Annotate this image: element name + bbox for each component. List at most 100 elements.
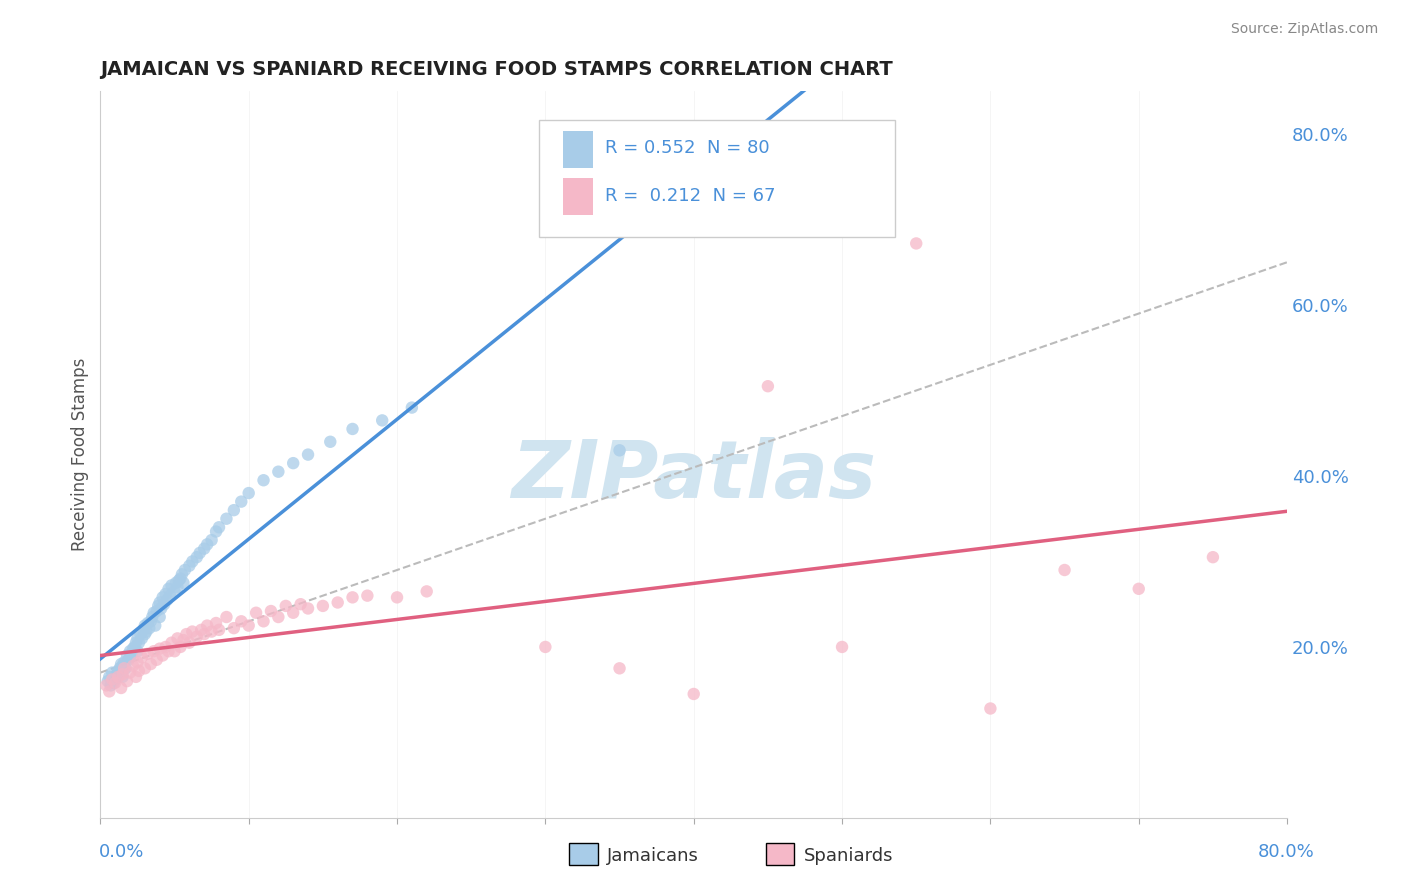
Text: Source: ZipAtlas.com: Source: ZipAtlas.com xyxy=(1230,22,1378,37)
Point xyxy=(342,591,364,605)
Point xyxy=(415,584,437,599)
Point xyxy=(283,456,305,470)
Point xyxy=(156,593,179,607)
Point xyxy=(215,610,238,624)
Point xyxy=(150,601,173,615)
Point xyxy=(118,650,141,665)
Text: R = 0.552  N = 80: R = 0.552 N = 80 xyxy=(605,139,769,157)
Point xyxy=(128,635,150,649)
Point xyxy=(104,673,127,687)
Point xyxy=(252,615,274,629)
Point xyxy=(1202,550,1225,565)
Text: Jamaicans: Jamaicans xyxy=(607,847,699,865)
Point xyxy=(135,624,157,639)
Point xyxy=(238,486,260,500)
Point xyxy=(155,640,177,654)
Point xyxy=(193,541,215,556)
Point xyxy=(104,676,127,690)
Text: ZIPatlas: ZIPatlas xyxy=(512,437,876,516)
Point xyxy=(831,640,853,654)
Point xyxy=(117,653,139,667)
Point xyxy=(260,604,283,618)
Point xyxy=(134,627,156,641)
Point xyxy=(143,618,166,632)
Point xyxy=(401,401,423,415)
Point xyxy=(905,236,928,251)
Point xyxy=(145,604,167,618)
Point xyxy=(297,601,319,615)
Point xyxy=(195,618,218,632)
Point xyxy=(127,656,149,670)
Point xyxy=(115,648,138,663)
Point xyxy=(385,591,408,605)
Point xyxy=(121,647,143,661)
Point xyxy=(160,635,183,649)
Point xyxy=(155,587,177,601)
Point xyxy=(157,582,180,596)
Point xyxy=(188,546,211,560)
Point xyxy=(267,465,290,479)
Point xyxy=(128,664,150,678)
Point xyxy=(139,615,162,629)
Point xyxy=(111,667,134,681)
Point xyxy=(127,644,149,658)
Point xyxy=(231,615,253,629)
Point xyxy=(149,595,172,609)
Point xyxy=(356,589,378,603)
Point xyxy=(142,644,165,658)
Point xyxy=(166,580,188,594)
Point xyxy=(186,630,208,644)
Point xyxy=(132,623,155,637)
Point xyxy=(170,567,193,582)
Point xyxy=(114,661,136,675)
Point xyxy=(157,644,180,658)
Point xyxy=(118,644,141,658)
Point xyxy=(172,633,194,648)
Point xyxy=(111,658,134,673)
Point xyxy=(124,640,146,654)
Point xyxy=(152,591,174,605)
Point xyxy=(98,670,121,684)
Point xyxy=(181,624,204,639)
Point xyxy=(136,615,159,630)
Point xyxy=(110,657,132,671)
Point xyxy=(149,641,172,656)
Point xyxy=(101,665,124,680)
Point xyxy=(193,627,215,641)
Point xyxy=(979,701,1001,715)
Point xyxy=(141,610,163,624)
Point xyxy=(163,584,186,599)
Point xyxy=(139,657,162,671)
Point xyxy=(205,524,228,539)
Text: R =  0.212  N = 67: R = 0.212 N = 67 xyxy=(605,187,775,205)
Point xyxy=(371,413,394,427)
Point xyxy=(165,575,187,590)
Point xyxy=(342,422,364,436)
Point xyxy=(125,635,148,649)
Point xyxy=(97,674,120,689)
Point xyxy=(326,595,349,609)
Point xyxy=(160,578,183,592)
Point xyxy=(169,572,191,586)
Point xyxy=(1128,582,1150,596)
Point xyxy=(134,618,156,632)
FancyBboxPatch shape xyxy=(540,120,896,236)
Point xyxy=(149,610,172,624)
Text: JAMAICAN VS SPANIARD RECEIVING FOOD STAMPS CORRELATION CHART: JAMAICAN VS SPANIARD RECEIVING FOOD STAM… xyxy=(100,60,893,78)
Text: 0.0%: 0.0% xyxy=(98,843,143,861)
Point xyxy=(205,615,228,630)
Point xyxy=(152,648,174,663)
Point xyxy=(159,589,181,603)
Text: 80.0%: 80.0% xyxy=(1258,843,1315,861)
Point xyxy=(136,647,159,661)
Point xyxy=(181,554,204,568)
Point xyxy=(1053,563,1076,577)
Point xyxy=(756,379,779,393)
Point xyxy=(122,658,145,673)
Point xyxy=(105,667,128,681)
Point xyxy=(153,597,176,611)
Point xyxy=(534,640,557,654)
Point xyxy=(195,537,218,551)
Point xyxy=(252,473,274,487)
Point xyxy=(125,670,148,684)
